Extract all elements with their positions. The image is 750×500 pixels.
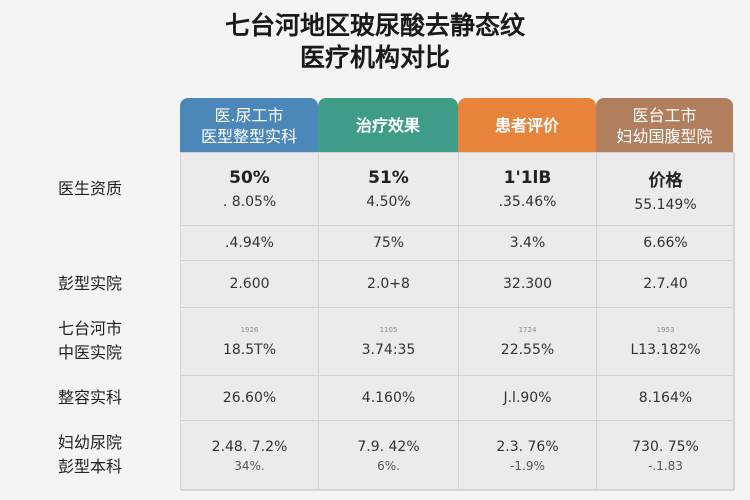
table-cell: 1'1lB .35.46% — [459, 153, 597, 226]
cell-tiny-value: 1724 — [518, 325, 537, 334]
column-header-text: 患者评价 — [494, 116, 559, 135]
table-cell: 2.0+8 — [319, 261, 459, 308]
cell-main-value: 3.74:35 — [361, 341, 416, 358]
table-cell: 2.3. 76% -1.9% — [459, 421, 597, 491]
cell-main-value: 32.300 — [503, 276, 552, 292]
cell-main-value: 7.9. 42% — [357, 438, 420, 455]
cell-main-value: 75% — [372, 235, 405, 251]
column-header-text: 治疗效果 — [355, 116, 420, 135]
column-header-text: 医.尿工市 — [214, 105, 284, 125]
table-cell: 3.4% — [459, 226, 597, 261]
column-header-text: 医型整型实科 — [200, 126, 297, 146]
row-label: 七台河市 中医实院 — [0, 307, 180, 375]
row-label-text: 彭型本科 — [57, 457, 122, 476]
column-header-4: 医台工市 妇幼国腹型院 — [596, 98, 733, 153]
row-label-text: 中医实院 — [57, 343, 122, 362]
cell-main-value: . 8.05% — [222, 194, 277, 210]
column-header-2: 治疗效果 — [318, 98, 458, 153]
cell-tiny-value: 1105 — [379, 325, 398, 334]
cell-sub-value: -.1.83 — [648, 458, 683, 473]
column-header-text: 医台工市 — [632, 105, 697, 125]
table-cell: 730. 75% -.1.83 — [597, 421, 735, 491]
table-cell: 2.48. 7.2% 34%. — [181, 421, 319, 491]
cell-main-value: J.l.90% — [503, 390, 552, 406]
table-cell: 51% 4.50% — [319, 153, 459, 226]
cell-main-value: 2.600 — [229, 276, 270, 292]
table-cell: 1724 22.55% — [459, 308, 597, 376]
row-label: 妇幼尿院 彭型本科 — [0, 420, 180, 490]
table-cell: J.l.90% — [459, 376, 597, 421]
cell-big-value: 50% — [229, 168, 270, 188]
page-title-line-1: 七台河地区玻尿酸去静态纹 — [224, 11, 525, 40]
column-header-3: 患者评价 — [458, 98, 596, 153]
cell-main-value: 2.0+8 — [367, 276, 410, 292]
table-cell: 50% . 8.05% — [181, 153, 319, 226]
cell-main-value: 2.7.40 — [643, 276, 688, 292]
cell-sub-value: 34%. — [234, 458, 265, 473]
cell-main-value: 55.149% — [634, 196, 697, 213]
cell-main-value: 4.160% — [361, 390, 416, 406]
table-cell: 7.9. 42% 6%. — [319, 421, 459, 491]
row-label: 整容实科 — [0, 375, 180, 420]
table-cell: 价格 55.149% — [597, 153, 735, 226]
cell-main-value: 6.66% — [643, 235, 688, 251]
column-header-1: 医.尿工市 医型整型实科 — [180, 98, 318, 153]
row-label-text: 妇幼尿院 — [57, 433, 122, 452]
cell-main-value: 3.4% — [509, 235, 546, 251]
table-cell: 75% — [319, 226, 459, 261]
cell-sub-value: 6%. — [377, 458, 400, 473]
table-cell: 4.160% — [319, 376, 459, 421]
cell-main-value: 26.60% — [222, 390, 277, 406]
cell-main-value: 18.5T% — [222, 341, 277, 358]
cell-main-value: .4.94% — [225, 235, 274, 251]
table-cell: 26.60% — [181, 376, 319, 421]
table-cell: 1926 18.5T% — [181, 308, 319, 376]
table-cell: .4.94% — [181, 226, 319, 261]
table-cell: 6.66% — [597, 226, 735, 261]
cell-tiny-value: 1953 — [656, 325, 675, 334]
cell-main-value: 2.3. 76% — [496, 438, 559, 455]
cell-sub-value: -1.9% — [510, 458, 545, 473]
row-label: 医生资质 — [0, 152, 180, 225]
cell-main-value: L13.182% — [630, 341, 701, 358]
row-label: 彭型实院 — [0, 260, 180, 307]
cell-big-value: 51% — [368, 168, 409, 188]
cell-big-value: 1'1lB — [503, 168, 552, 188]
cell-main-value: 22.55% — [500, 341, 555, 358]
table-cell: 2.7.40 — [597, 261, 735, 308]
cell-main-value: 4.50% — [366, 194, 411, 210]
table-cell: 32.300 — [459, 261, 597, 308]
table-cell: 2.600 — [181, 261, 319, 308]
cell-main-value: .35.46% — [498, 194, 557, 210]
cell-main-value: 8.164% — [638, 390, 693, 406]
column-header-text: 妇幼国腹型院 — [616, 126, 713, 146]
table-cell: 1953 L13.182% — [597, 308, 735, 376]
row-label-text: 医生资质 — [57, 178, 122, 198]
page-title-line-2: 医疗机构对比 — [299, 43, 450, 72]
row-label-text: 七台河市 — [57, 319, 122, 338]
row-label-text: 整容实科 — [57, 387, 122, 407]
table-cell: 8.164% — [597, 376, 735, 421]
cell-tiny-value: 1926 — [240, 325, 259, 334]
cell-big-value: 价格 — [648, 170, 683, 191]
cell-main-value: 730. 75% — [632, 438, 699, 455]
cell-main-value: 2.48. 7.2% — [211, 438, 288, 455]
row-label-text: 彭型实院 — [57, 273, 122, 293]
comparison-table: 50% . 8.05% 51% 4.50% 1'1lB .35.46% 价格 55.149%.… — [180, 152, 735, 491]
row-label — [0, 225, 180, 260]
table-cell: 1105 3.74:35 — [319, 308, 459, 376]
